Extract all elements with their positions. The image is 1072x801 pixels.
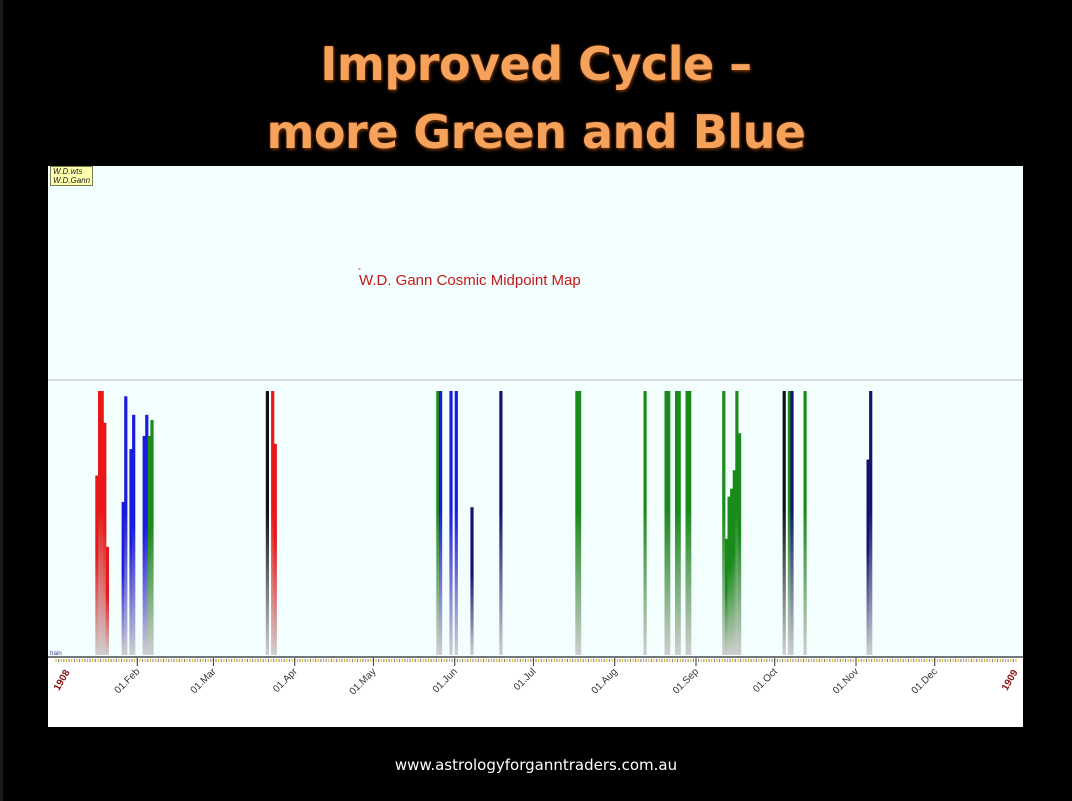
bar-green: [688, 391, 692, 655]
bar-green: [803, 391, 807, 655]
footer-url: www.astrologyforganntraders.com.au: [394, 756, 678, 774]
upper-panel: [48, 166, 1023, 380]
axis-area: [48, 658, 1023, 727]
bar-green: [732, 470, 736, 655]
bar-green: [730, 488, 734, 655]
bar-black: [265, 391, 269, 655]
bar-blue: [439, 391, 443, 655]
bar-green: [575, 391, 579, 655]
bar-green: [735, 391, 739, 655]
bar-green: [685, 391, 689, 655]
slide-edge-line: [0, 0, 3, 801]
slide-title: Improved Cycle – more Green and Blue: [0, 30, 1072, 166]
bar-green: [727, 496, 731, 655]
bar-green: [664, 391, 668, 655]
bar-green: [667, 391, 671, 655]
bottom-panel-label: train: [50, 651, 62, 657]
bar-green: [787, 391, 791, 655]
bar-blue: [132, 414, 136, 655]
bar-blue: [124, 396, 128, 655]
chart-title: W.D. Gann Cosmic Midpoint Map: [359, 272, 581, 289]
legend-box: W.D.wts W.D.Gann: [50, 166, 94, 186]
slide-title-line1: Improved Cycle –: [320, 37, 752, 91]
bar-green: [724, 538, 729, 655]
bar-navy: [499, 391, 503, 655]
bar-red: [98, 391, 102, 655]
title-anchor-mark: °: [358, 267, 361, 275]
bar-green: [436, 391, 440, 655]
bar-green: [675, 391, 679, 655]
bar-red: [103, 422, 107, 655]
slide-title-line2: more Green and Blue: [266, 105, 806, 159]
bar-black: [782, 391, 786, 655]
bar-green: [643, 391, 647, 655]
bar-red: [271, 391, 275, 655]
bar-blue: [454, 391, 458, 655]
bar-red: [100, 391, 104, 655]
bar-green: [578, 391, 582, 655]
bar-blue: [129, 449, 133, 655]
lower-panel: [48, 381, 1023, 655]
bar-blue: [142, 435, 146, 655]
bar-red: [273, 443, 277, 655]
bar-blue: [121, 501, 125, 655]
bar-green: [147, 435, 151, 655]
bar-red: [105, 546, 109, 655]
bar-red: [95, 475, 99, 655]
bar-navy: [470, 507, 474, 655]
bar-navy: [866, 459, 870, 655]
bar-green: [150, 420, 154, 655]
chart-panel: ° W.D. Gann Cosmic Midpoint Map train 01.Fe…: [48, 166, 1023, 727]
bar-blue: [449, 391, 453, 655]
bar-green: [738, 433, 742, 655]
legend-item-gann: W.D.Gann: [53, 176, 91, 185]
bar-navy: [790, 391, 794, 655]
bar-navy: [869, 391, 873, 655]
legend-item-wts: W.D.wts: [53, 167, 83, 176]
bar-green: [677, 391, 681, 655]
midpoint-map-chart: °W.D. Gann Cosmic Midpoint Maptrain01.Fe…: [48, 166, 1023, 727]
bar-green: [722, 391, 726, 655]
bar-blue: [145, 414, 149, 655]
